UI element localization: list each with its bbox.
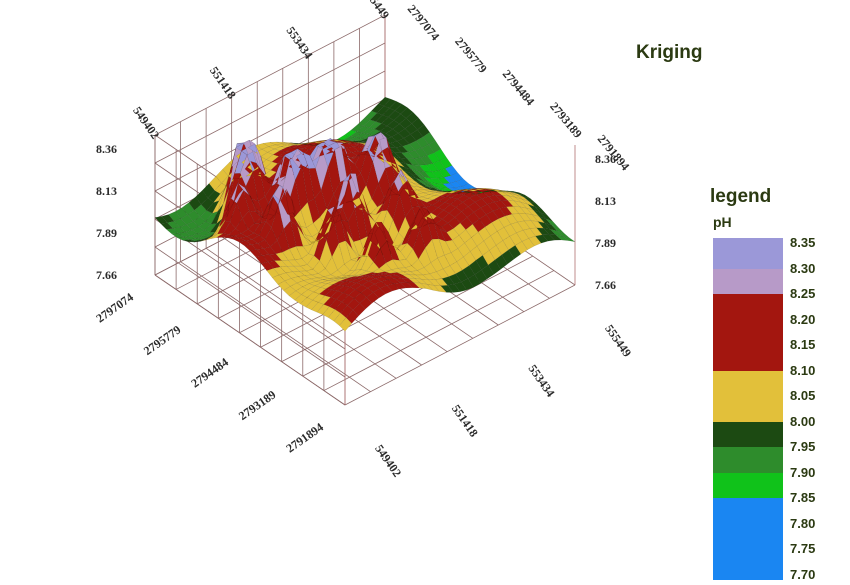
x-tick-label: 553434 — [284, 24, 316, 62]
grid-line — [180, 261, 371, 392]
surface-cell — [439, 157, 453, 169]
grid-line — [154, 70, 386, 192]
z-tick-label: 8.13 — [96, 184, 117, 198]
grid-line — [302, 255, 533, 377]
surface-cell — [529, 201, 542, 210]
y-tick-label: 2795779 — [452, 34, 490, 75]
legend-band — [713, 268, 783, 295]
legend-label: 7.75 — [790, 541, 816, 557]
legend-label: 7.70 — [790, 566, 816, 582]
x-tick-label: 549402 — [130, 104, 162, 142]
y-tick-label: 2793189 — [547, 99, 585, 140]
surface-cell — [377, 96, 391, 107]
z-tick-label: 8.13 — [595, 194, 616, 208]
surface-cell — [556, 230, 570, 238]
x-tick-label: 549402 — [372, 442, 404, 480]
legend-label: 8.15 — [790, 337, 816, 353]
z-tick-label: 7.66 — [96, 268, 117, 282]
surface-cell — [405, 111, 419, 124]
grid-line — [154, 14, 386, 136]
surface-cell — [534, 206, 548, 216]
legend-label: 7.85 — [790, 490, 816, 506]
surface-cell — [422, 132, 436, 145]
grid-line — [154, 42, 386, 164]
x-tick-label: 555449 — [360, 0, 392, 21]
y-tick-label: 2797074 — [405, 2, 443, 43]
surface-cell — [433, 148, 447, 162]
legend-label: 8.25 — [790, 286, 816, 302]
surface-cell — [411, 117, 425, 130]
z-tick-label: 8.36 — [96, 142, 117, 156]
z-tick-label: 7.66 — [595, 278, 616, 292]
surface-cell — [545, 218, 559, 228]
surface-cell — [540, 212, 553, 222]
z-tick-label: 7.89 — [96, 226, 117, 240]
legend-label: 8.30 — [790, 260, 816, 276]
x-tick-label: 551418 — [207, 64, 239, 102]
surface-cell — [506, 191, 520, 193]
surface-cell — [523, 196, 536, 204]
grid-line — [323, 270, 555, 391]
legend-band — [713, 498, 783, 580]
surface-cell — [383, 98, 397, 109]
surface-cell — [461, 183, 475, 190]
z-tick-label: 7.89 — [595, 236, 616, 250]
legend-label: 7.95 — [790, 439, 816, 455]
legend-label: 8.05 — [790, 388, 816, 404]
legend-label: 8.00 — [790, 413, 816, 429]
legend-variable: pH — [713, 214, 732, 230]
y-tick-label: 2793189 — [236, 387, 278, 423]
legend-band — [713, 447, 783, 473]
legend-label: 7.80 — [790, 515, 816, 531]
legend-band — [713, 370, 783, 422]
legend-label: 8.35 — [790, 235, 816, 251]
legend-band — [713, 238, 783, 269]
surface-cell — [417, 124, 430, 138]
grid-line — [205, 248, 397, 379]
legend-band — [713, 294, 783, 371]
surface-cell — [394, 103, 408, 115]
y-tick-label: 2794484 — [500, 67, 538, 108]
surface-cell — [428, 140, 442, 153]
surface-cell — [512, 191, 525, 196]
legend-label: 7.90 — [790, 464, 816, 480]
y-tick-label: 2797074 — [93, 290, 135, 326]
legend-labels: 8.35 8.30 8.25 8.20 8.15 8.10 8.05 8.00 7.95 7.90… — [790, 235, 848, 582]
grid-line — [154, 274, 346, 406]
legend-band — [713, 472, 783, 499]
grid-line — [154, 246, 346, 378]
y-tick-label: 2791894 — [283, 420, 325, 456]
surface-cell — [389, 101, 403, 111]
x-tick-label: 553434 — [526, 362, 558, 400]
legend-label: 8.10 — [790, 362, 816, 378]
x-tick-label: 551418 — [449, 402, 481, 440]
surface-cell — [551, 224, 564, 234]
x-tick-label: 555449 — [602, 322, 634, 360]
grid-line — [344, 284, 576, 406]
surface-cell — [456, 178, 470, 187]
chart-title: Kriging — [636, 42, 703, 63]
legend-title: legend — [710, 186, 772, 207]
y-tick-label: 2794484 — [188, 355, 230, 391]
legend-color-bar — [713, 238, 783, 580]
y-tick-label: 2795779 — [141, 322, 183, 358]
surface-cell — [445, 165, 458, 176]
surface-cell — [562, 236, 576, 242]
legend-label: 8.20 — [790, 311, 816, 327]
z-tick-label: 8.36 — [595, 152, 616, 166]
legend-band — [713, 421, 783, 448]
surface — [154, 96, 576, 332]
